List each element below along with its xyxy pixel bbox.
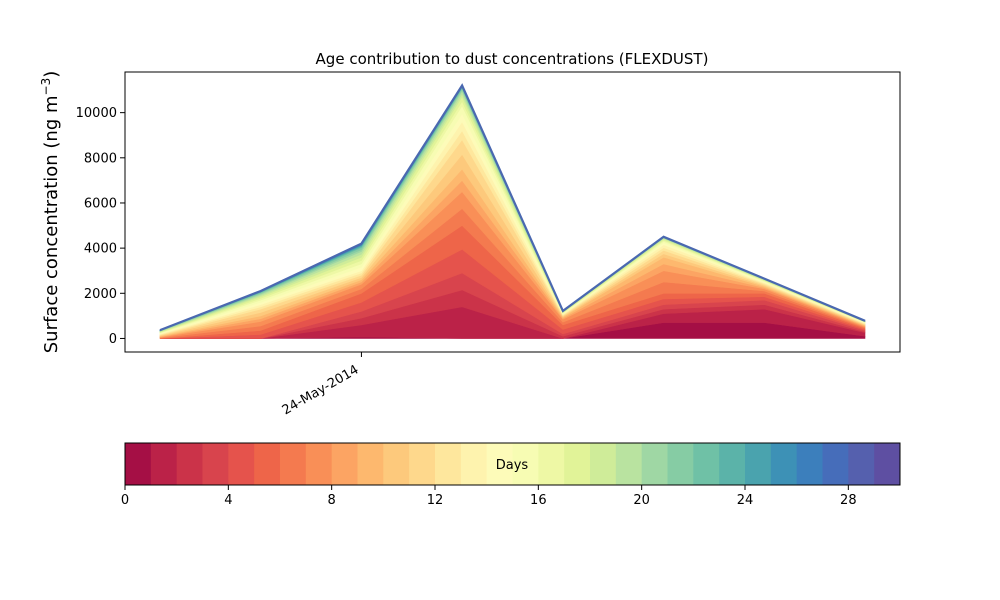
colorbar-swatch-day-5 bbox=[254, 443, 281, 485]
colorbar-swatch-day-24 bbox=[745, 443, 772, 485]
y-tick-label: 10000 bbox=[76, 106, 117, 121]
chart-title: Age contribution to dust concentrations … bbox=[316, 50, 709, 68]
colorbar-swatch-day-12 bbox=[435, 443, 462, 485]
y-axis-label-exponent: −3 bbox=[39, 78, 53, 96]
colorbar-swatch-day-18 bbox=[590, 443, 617, 485]
colorbar-swatch-day-2 bbox=[176, 443, 203, 485]
colorbar-swatch-day-10 bbox=[383, 443, 410, 485]
colorbar-swatch-day-21 bbox=[667, 443, 694, 485]
plot-frame bbox=[124, 71, 901, 353]
colorbar-swatch-day-14 bbox=[486, 443, 513, 485]
y-axis-label-close: ) bbox=[41, 71, 62, 78]
colorbar-swatch-day-22 bbox=[693, 443, 720, 485]
colorbar-swatch-day-15 bbox=[512, 443, 539, 485]
colorbar-label: Days bbox=[496, 458, 529, 473]
y-tick-label: 4000 bbox=[84, 242, 117, 257]
colorbar-tick-label: 4 bbox=[224, 493, 232, 508]
colorbar-swatch-day-29 bbox=[874, 443, 901, 485]
colorbar-swatch-day-0 bbox=[125, 443, 152, 485]
colorbar-tick-label: 12 bbox=[427, 493, 444, 508]
colorbar-tick-label: 8 bbox=[328, 493, 336, 508]
colorbar-swatch-day-1 bbox=[150, 443, 178, 485]
colorbar-swatch-day-27 bbox=[822, 443, 849, 485]
colorbar-swatch-day-9 bbox=[357, 443, 384, 485]
colorbar-tick-label: 20 bbox=[633, 493, 650, 508]
colorbar-swatch-day-7 bbox=[305, 443, 333, 485]
colorbar-swatch-day-17 bbox=[564, 443, 591, 485]
y-tick-label: 0 bbox=[109, 332, 117, 347]
colorbar-tick-label: 24 bbox=[737, 493, 754, 508]
y-tick-label: 2000 bbox=[84, 287, 117, 302]
colorbar-tick-label: 28 bbox=[840, 493, 857, 508]
colorbar bbox=[125, 443, 901, 485]
colorbar-swatch-day-28 bbox=[848, 443, 875, 485]
colorbar-swatch-day-6 bbox=[280, 443, 307, 485]
colorbar-swatch-day-25 bbox=[770, 443, 798, 485]
colorbar-swatch-day-8 bbox=[331, 443, 358, 485]
colorbar-swatch-day-19 bbox=[615, 443, 643, 485]
y-axis: 0 2000 4000 6000 8000 10000 bbox=[76, 106, 125, 347]
x-tick-label: 24-May-2014 bbox=[280, 362, 362, 418]
colorbar-swatch-day-16 bbox=[538, 443, 565, 485]
y-tick-label: 6000 bbox=[84, 196, 117, 211]
total-concentration-line bbox=[159, 83, 866, 332]
x-axis: 24-May-2014 bbox=[280, 352, 362, 418]
colorbar-swatch-day-23 bbox=[719, 443, 746, 485]
colorbar-swatch-day-20 bbox=[641, 443, 668, 485]
y-tick-label: 8000 bbox=[84, 151, 117, 166]
y-axis-label-main: Surface concentration (ng m bbox=[41, 95, 62, 353]
colorbar-tick-label: 0 bbox=[121, 493, 129, 508]
colorbar-swatch-day-4 bbox=[228, 443, 255, 485]
colorbar-swatch-day-26 bbox=[796, 443, 823, 485]
colorbar-swatch-day-13 bbox=[460, 443, 488, 485]
colorbar-ticks: 0 4 8 12 16 20 24 28 bbox=[121, 485, 857, 508]
stacked-area-layers bbox=[159, 84, 866, 339]
y-axis-label: Surface concentration (ng m−3) bbox=[39, 71, 62, 354]
colorbar-tick-label: 16 bbox=[530, 493, 547, 508]
colorbar-frame bbox=[124, 442, 901, 486]
colorbar-swatch-day-11 bbox=[409, 443, 436, 485]
colorbar-swatch-day-3 bbox=[202, 443, 229, 485]
